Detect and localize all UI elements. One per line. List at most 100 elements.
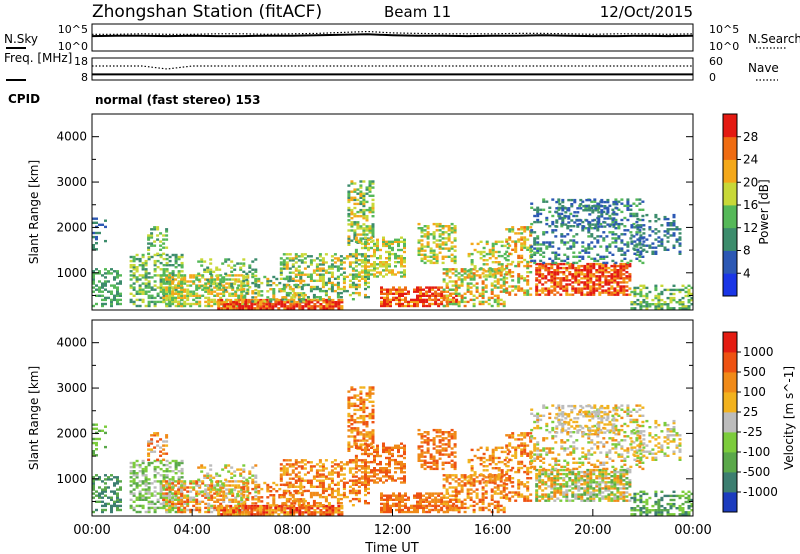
velocity-echo-cell <box>244 511 248 514</box>
velocity-echo-cell <box>310 513 314 516</box>
power-echo-cell <box>600 205 604 208</box>
power-echo-cell <box>116 282 119 285</box>
velocity-echo-cell <box>212 488 216 492</box>
power-echo-cell <box>419 286 422 289</box>
power-echo-cell <box>651 230 655 233</box>
velocity-echo-cell <box>312 491 316 495</box>
velocity-echo-cell <box>217 509 221 512</box>
power-echo-cell <box>607 279 611 282</box>
velocity-echo-cell <box>229 504 233 508</box>
power-echo-cell <box>413 298 416 302</box>
power-echo-cell <box>435 253 439 256</box>
velocity-echo-cell <box>192 496 196 499</box>
power-echo-cell <box>359 202 363 206</box>
power-echo-cell <box>165 261 169 265</box>
velocity-echo-cell <box>165 480 169 483</box>
power-echo-cell <box>376 271 379 274</box>
velocity-echo-cell <box>216 488 220 491</box>
power-echo-cell <box>420 239 424 242</box>
velocity-echo-cell <box>250 511 254 514</box>
power-echo-cell <box>340 301 344 304</box>
power-echo-cell <box>611 233 615 236</box>
power-echo-cell <box>397 254 400 258</box>
power-echo-cell <box>654 305 658 308</box>
velocity-echo-cell <box>116 500 119 503</box>
velocity-echo-cell <box>364 458 367 462</box>
power-echo-cell <box>279 273 283 276</box>
power-echo-cell <box>395 298 398 302</box>
power-echo-cell <box>197 272 201 275</box>
power-echo-cell <box>672 307 676 310</box>
velocity-echo-cell <box>135 484 139 487</box>
velocity-echo-cell <box>362 437 366 440</box>
power-echo-cell <box>613 271 617 274</box>
velocity-echo-cell <box>347 421 351 424</box>
velocity-echo-cell <box>165 436 169 439</box>
power-echo-cell <box>578 255 582 258</box>
velocity-echo-cell <box>197 478 201 481</box>
power-echo-cell <box>582 205 586 208</box>
velocity-echo-cell <box>353 437 357 440</box>
power-echo-cell <box>610 287 614 290</box>
velocity-echo-cell <box>141 506 145 510</box>
power-echo-cell <box>174 261 178 265</box>
velocity-echo-cell <box>336 483 340 486</box>
power-echo-cell <box>302 296 306 299</box>
power-echo-cell <box>147 272 151 275</box>
power-echo-cell <box>548 225 552 228</box>
power-echo-cell <box>394 240 397 243</box>
power-echo-cell <box>353 196 357 199</box>
power-echo-cell <box>153 264 157 267</box>
power-echo-cell <box>604 264 608 268</box>
power-echo-cell <box>174 292 178 295</box>
power-echo-cell <box>192 282 196 285</box>
power-echo-cell <box>400 254 403 258</box>
velocity-echo-cell <box>162 476 166 479</box>
power-echo-cell <box>195 276 199 279</box>
power-echo-cell <box>520 256 524 260</box>
power-echo-cell <box>159 248 163 251</box>
power-echo-cell <box>231 292 235 295</box>
power-echo-cell <box>444 247 448 250</box>
power-echo-cell <box>642 240 646 243</box>
power-echo-cell <box>619 271 623 274</box>
power-echo-cell <box>362 223 366 226</box>
power-echo-cell <box>290 300 294 303</box>
power-echo-cell <box>575 233 579 236</box>
power-echo-cell <box>144 304 148 308</box>
power-echo-cell <box>403 273 406 276</box>
colorbar-tick-label: 24 <box>743 153 758 167</box>
power-echo-cell <box>548 210 552 214</box>
velocity-echo-cell <box>174 480 178 483</box>
velocity-echo-cell <box>168 478 172 481</box>
velocity-echo-cell <box>168 498 172 501</box>
velocity-echo-cell <box>159 496 163 499</box>
power-echo-cell <box>159 276 163 279</box>
power-echo-cell <box>147 282 151 285</box>
power-echo-cell <box>232 303 236 306</box>
velocity-echo-cell <box>207 506 211 510</box>
power-echo-cell <box>110 268 113 271</box>
velocity-echo-cell <box>360 465 364 468</box>
power-echo-cell <box>215 274 219 278</box>
power-echo-cell <box>490 268 494 271</box>
power-echo-cell <box>678 288 682 292</box>
velocity-echo-cell <box>307 507 311 510</box>
power-echo-cell <box>389 302 392 306</box>
velocity-echo-cell <box>285 499 289 503</box>
power-echo-cell <box>625 281 629 284</box>
power-echo-cell <box>291 279 295 282</box>
power-echo-cell <box>177 274 181 277</box>
power-echo-cell <box>438 225 442 228</box>
power-echo-cell <box>562 266 566 270</box>
power-echo-cell <box>597 211 601 214</box>
power-echo-cell <box>583 269 587 272</box>
velocity-echo-cell <box>180 496 184 499</box>
velocity-echo-cell <box>209 478 213 481</box>
velocity-echo-cell <box>331 513 335 516</box>
velocity-echo-cell <box>300 459 304 462</box>
velocity-echo-cell <box>177 488 181 491</box>
power-echo-cell <box>438 251 442 254</box>
power-echo-cell <box>138 304 142 308</box>
power-echo-cell <box>429 247 433 250</box>
